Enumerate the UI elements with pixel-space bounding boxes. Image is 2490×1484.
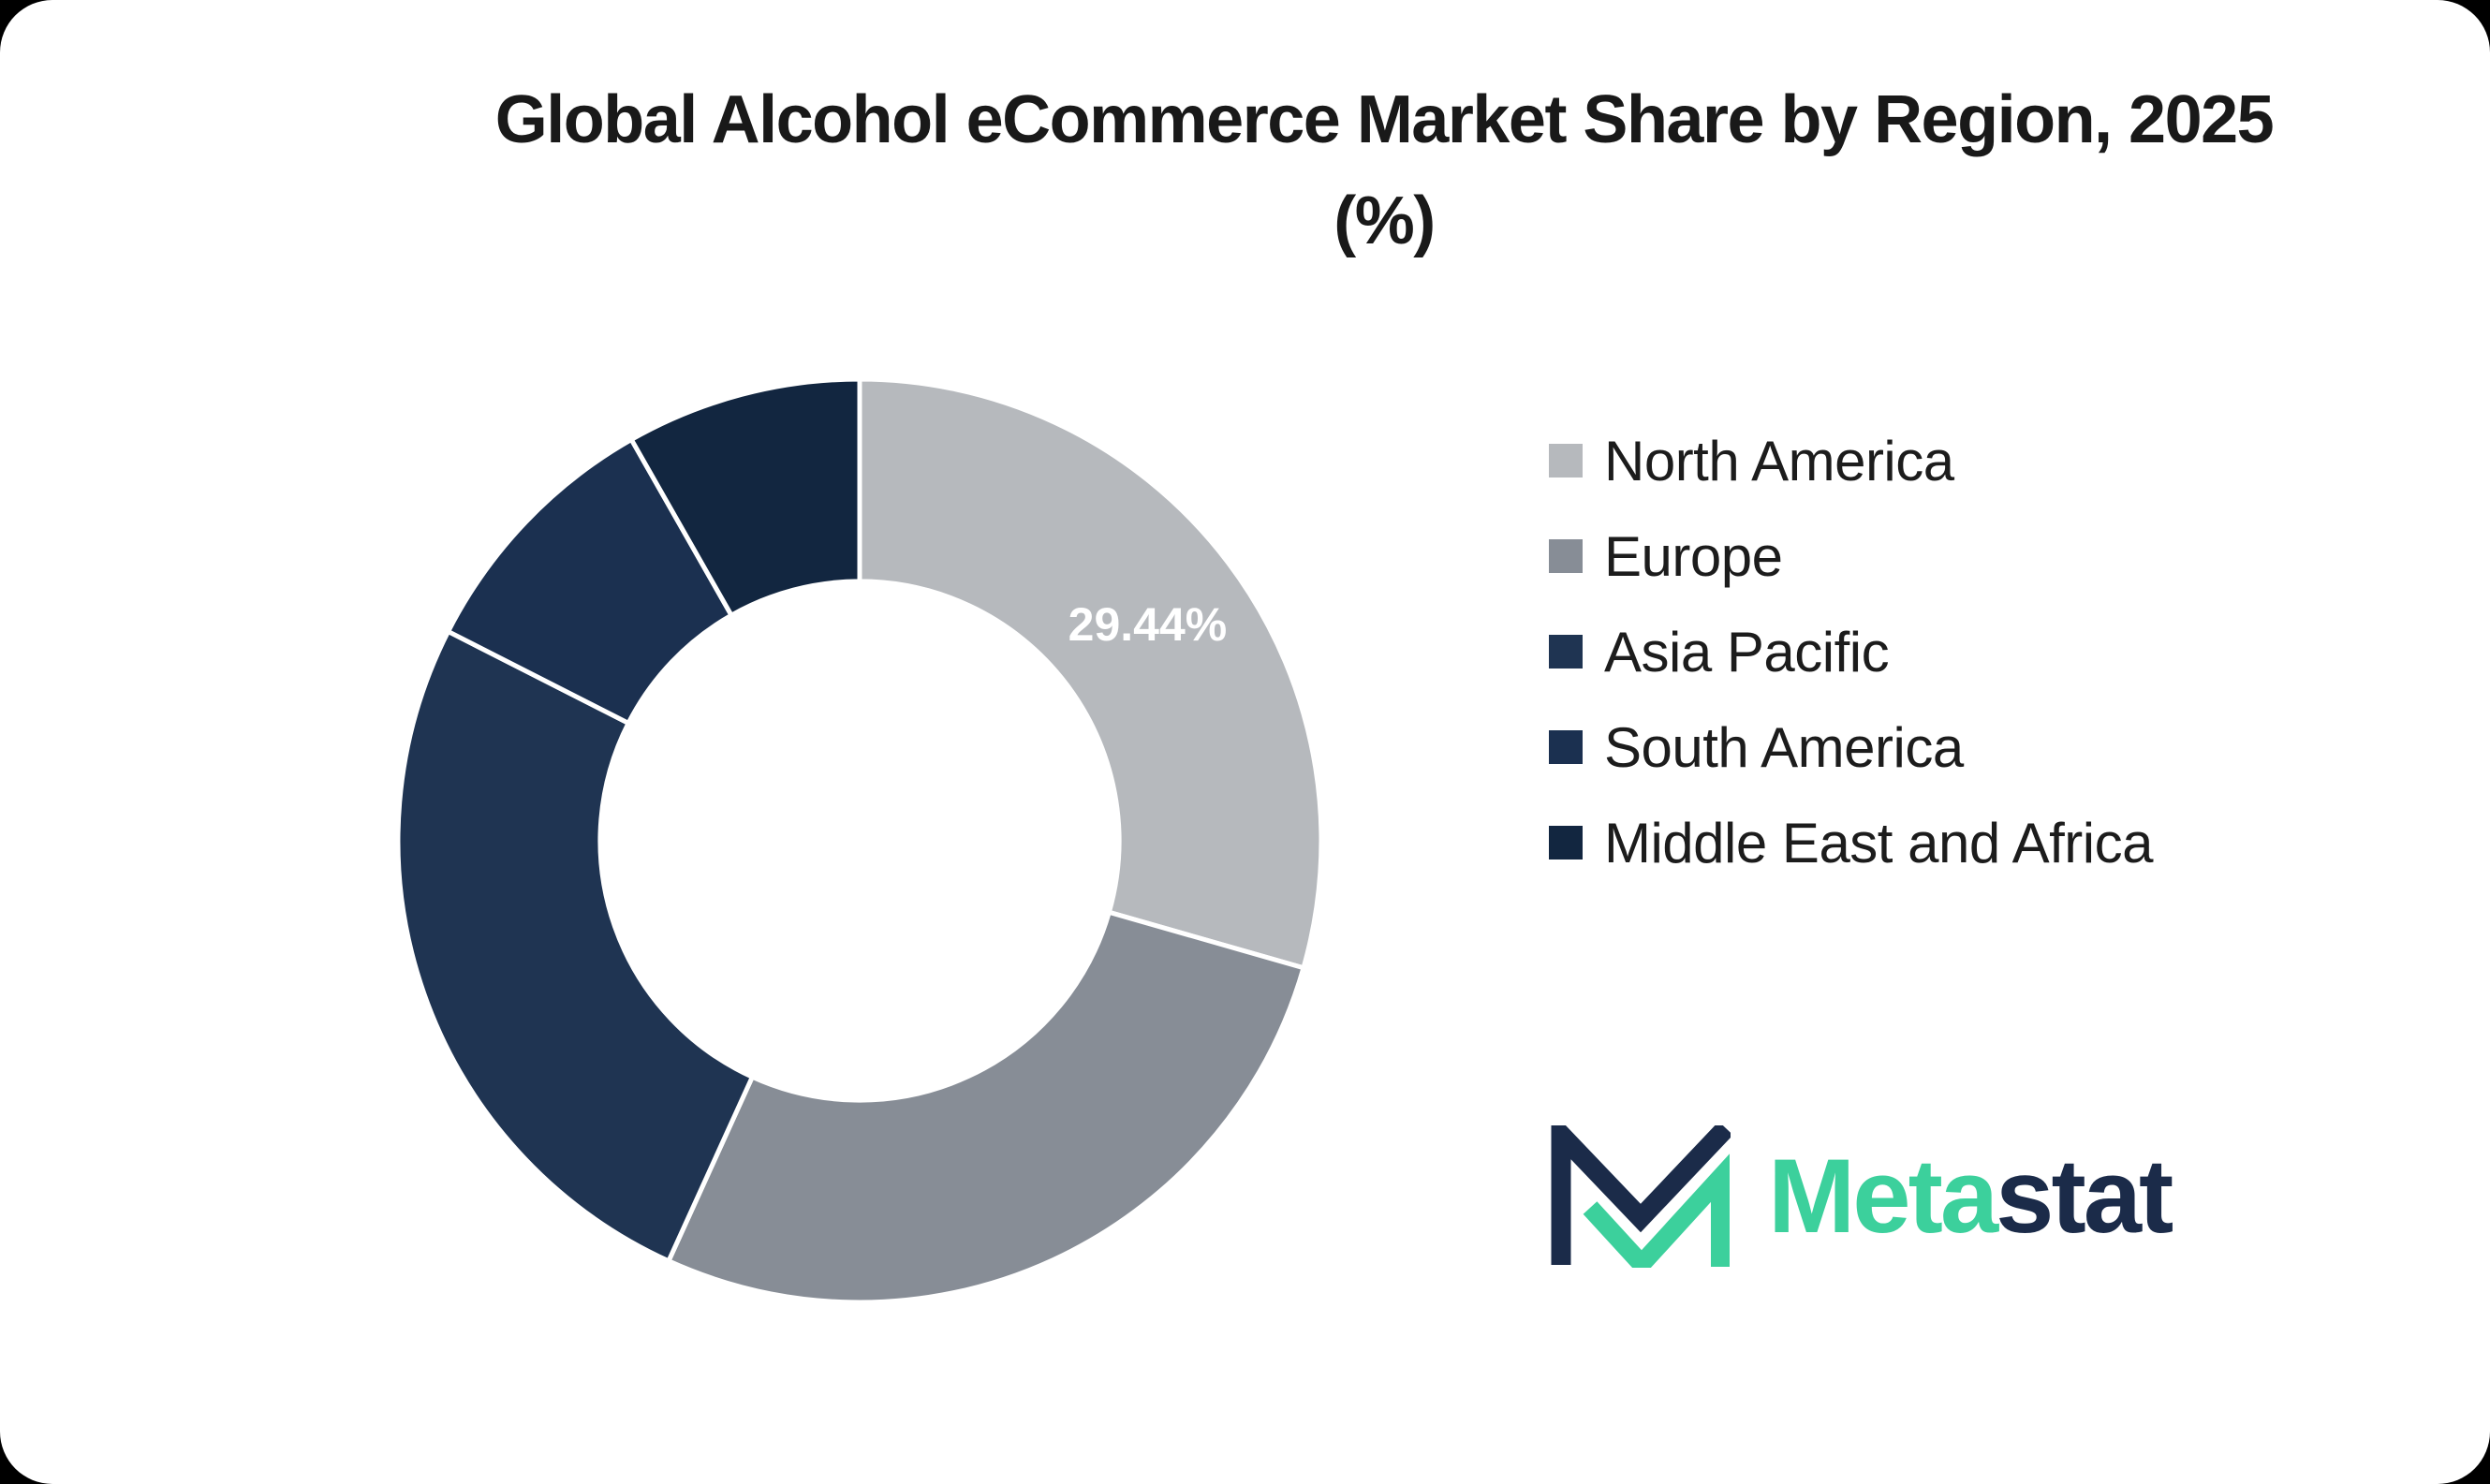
chart-title: Global Alcohol eCommerce Market Share by… (373, 69, 2395, 272)
donut-chart-area: 29.44% (351, 332, 1368, 1349)
legend-label: Asia Pacific (1604, 620, 1890, 683)
logo-text-meta: Meta (1768, 1138, 1998, 1255)
legend-marker-icon (1549, 539, 1583, 573)
donut-slice-north-america (857, 376, 1324, 971)
legend-item-south-america: South America (1549, 699, 2153, 795)
chart-title-line1: Global Alcohol eCommerce Market Share by… (494, 82, 2275, 157)
legend-label: South America (1604, 715, 1964, 779)
legend-item-north-america: North America (1549, 413, 2153, 508)
logo-text-stat: stat (1996, 1138, 2173, 1255)
legend-marker-icon (1549, 730, 1583, 764)
donut-slice-middle-east-and-africa (627, 376, 862, 619)
legend-item-europe: Europe (1549, 508, 2153, 604)
metastat-logo-text: Metastat (1768, 1126, 2173, 1267)
metastat-logo-icon (1551, 1125, 1731, 1268)
donut-slice-asia-pacific (395, 628, 756, 1265)
chart-legend: North America Europe Asia Pacific South Ame… (1549, 413, 2153, 890)
legend-marker-icon (1549, 635, 1583, 669)
slice-data-label: 29.44% (1068, 598, 1228, 651)
donut-chart: 29.44% (395, 376, 1324, 1305)
legend-label: North America (1604, 429, 1954, 492)
legend-label: Middle East and Africa (1604, 811, 2153, 874)
legend-label: Europe (1604, 524, 1783, 588)
metastat-logo: Metastat (1551, 1125, 2173, 1268)
legend-item-asia-pacific: Asia Pacific (1549, 604, 2153, 699)
legend-marker-icon (1549, 444, 1583, 478)
donut-slice-europe (665, 909, 1307, 1305)
legend-marker-icon (1549, 826, 1583, 860)
chart-title-line2: (%) (1333, 184, 1436, 258)
legend-item-middle-east-and-africa: Middle East and Africa (1549, 795, 2153, 890)
